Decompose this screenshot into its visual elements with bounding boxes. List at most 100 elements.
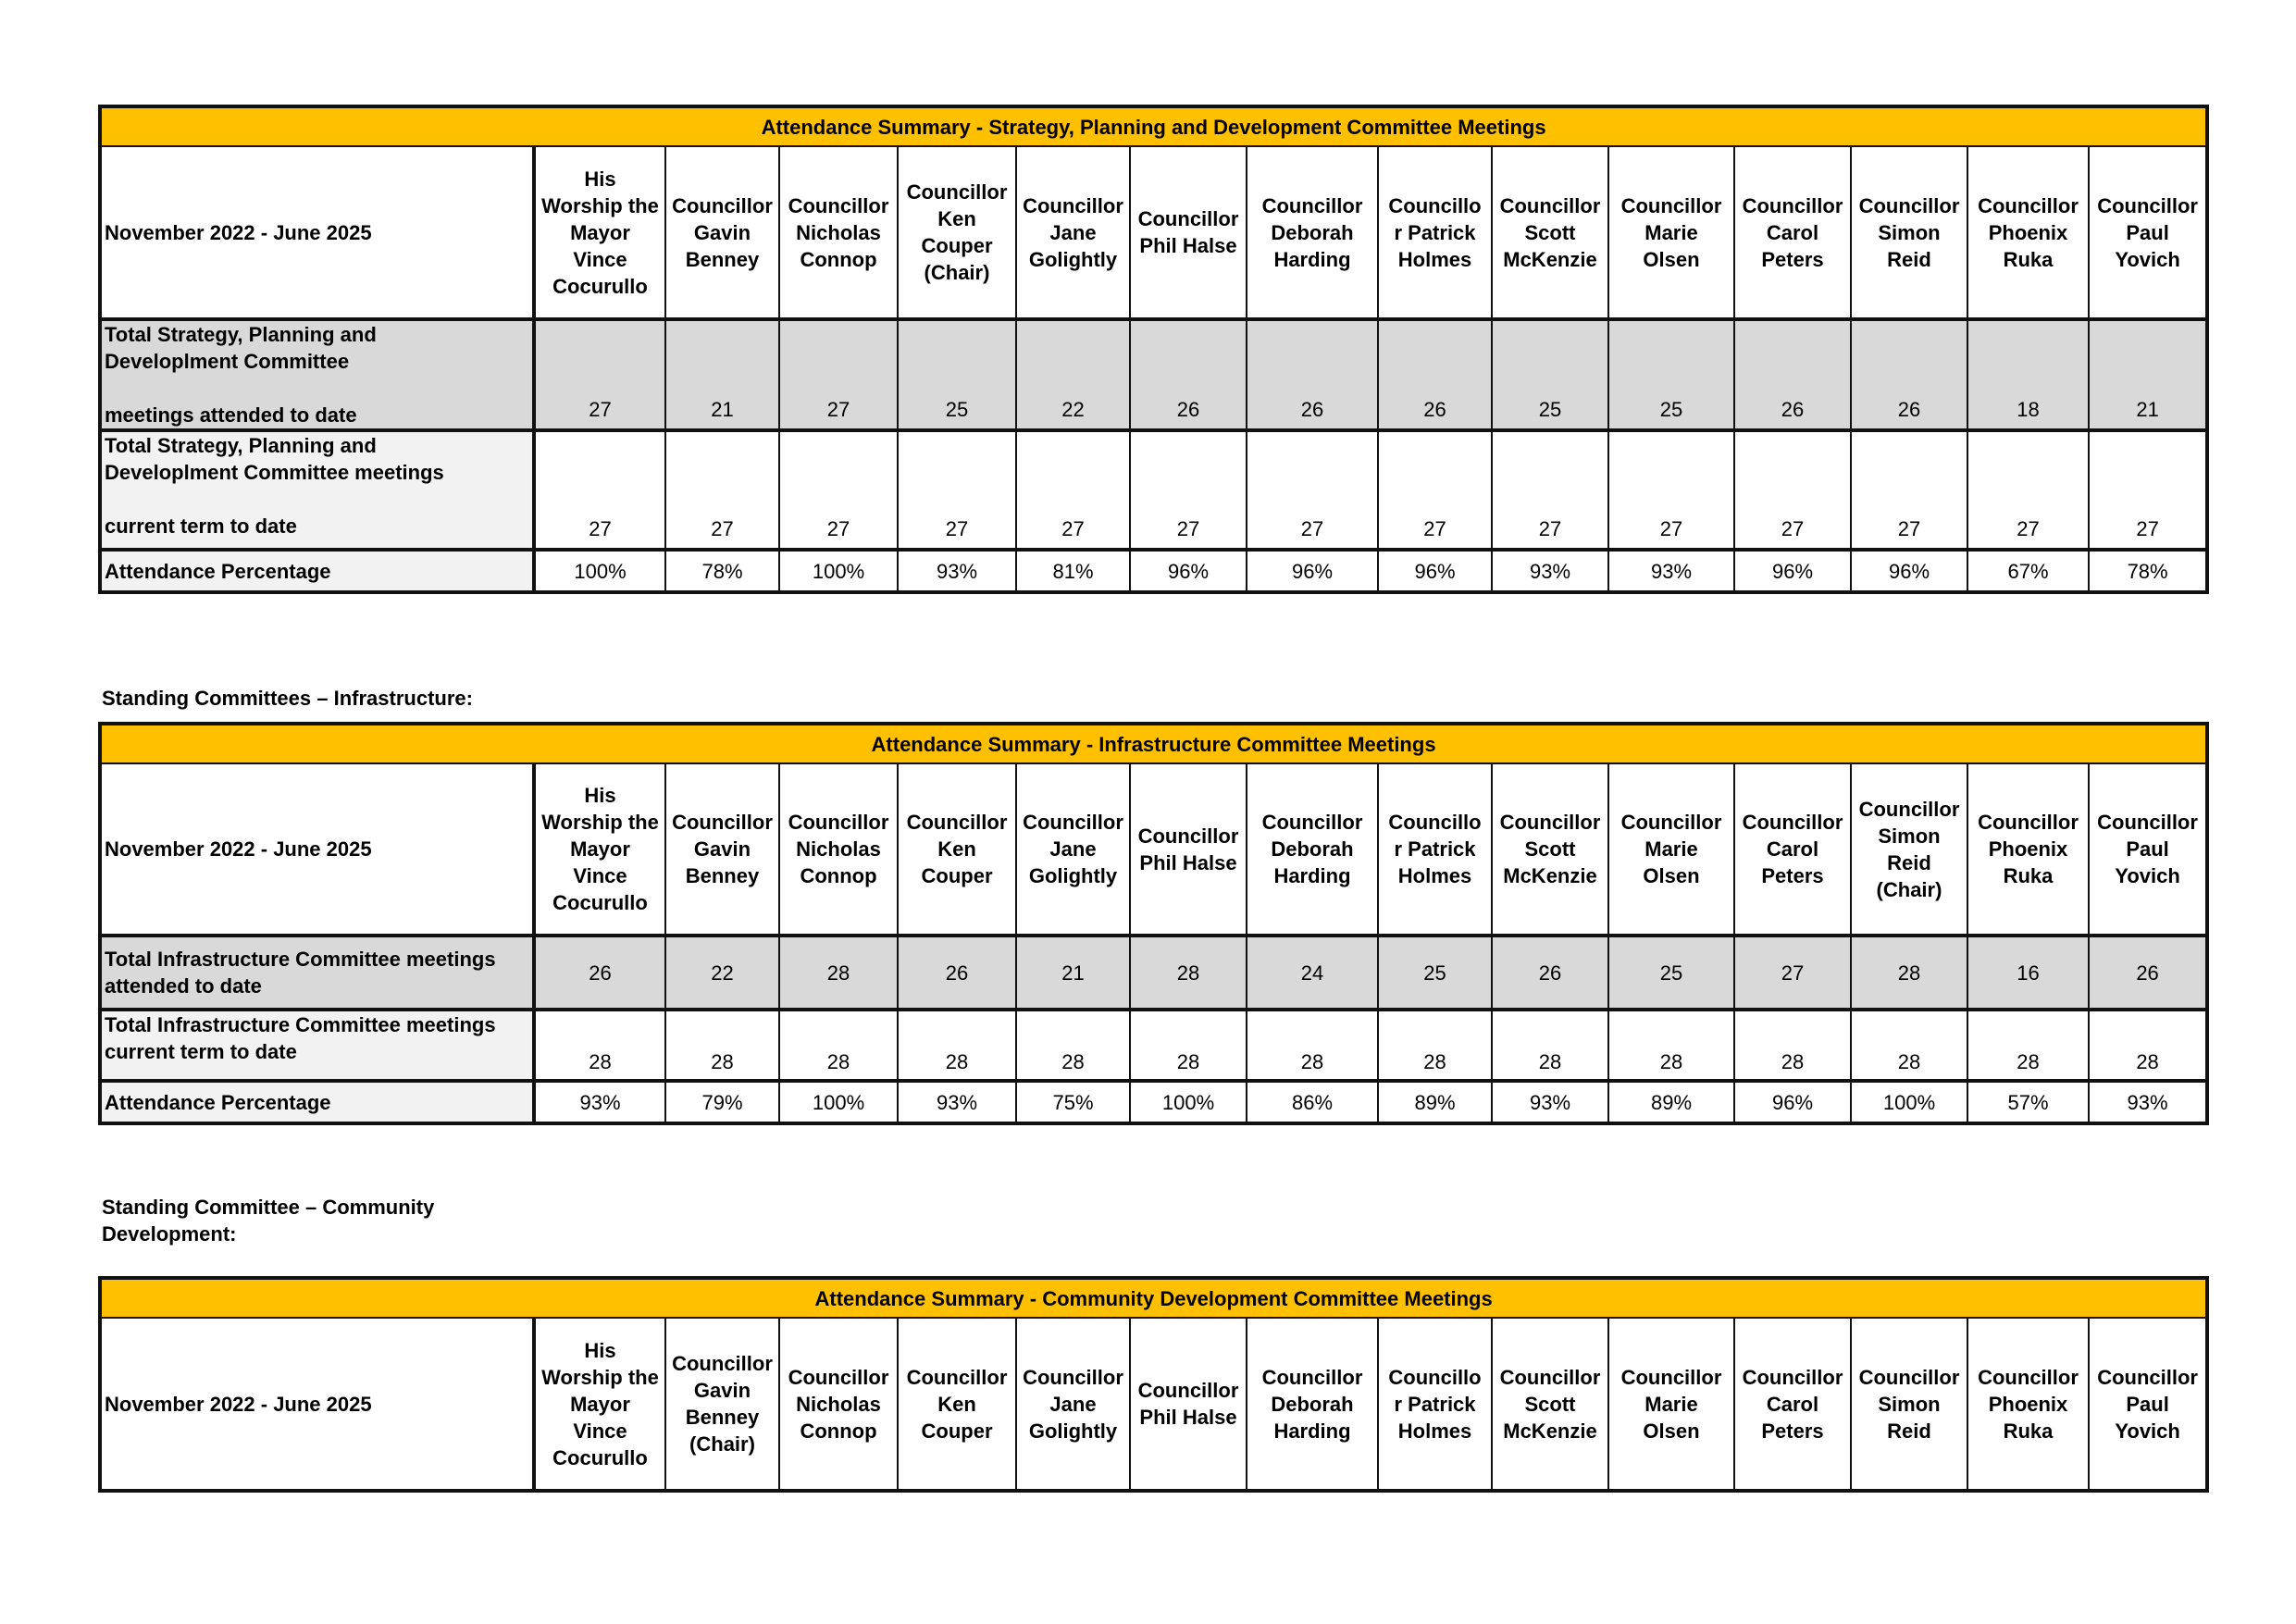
section-heading-line: Development: [102,1222,237,1246]
value-cell: 27 [1607,428,1735,551]
councillor-name-line: (Chair) [924,261,990,284]
councillor-name-line: Councillor [1620,193,1722,217]
attendance-table: Attendance Summary - Strategy, Planning … [98,105,2210,594]
councillor-header: Councillor Gavin Benney [664,762,780,936]
title-row: Attendance Summary - Infrastructure Comm… [98,723,2209,764]
councillor-name-line: Carol [1766,837,1819,861]
councillor-name-line: Councillor [1499,193,1601,217]
councillor-name-line: Councillo [1388,811,1482,834]
row-label: Attendance Percentage [99,1079,536,1124]
value-cell: 57% [1967,1079,2090,1124]
value-cell: 79% [664,1079,780,1124]
councillor-name-line: Mayor [570,1392,630,1416]
value-cell: 28 [1377,1008,1493,1082]
value-cell: 93% [1491,548,1609,593]
header-row: November 2022 - June 2025 His Worship the M… [99,145,2209,320]
value-cell: 100% [1850,1079,1968,1124]
councillor-name-line: Jane [1049,1392,1097,1416]
councillor-name-line: (Chair) [689,1432,755,1456]
value-cell: 28 [2087,1008,2209,1082]
councillor-name-line: His [584,784,616,807]
value-cell: 18 [1967,317,2090,431]
councillor-name-line: Ken [937,837,976,861]
councillor-header: Councillor Jane Golightly [1015,1317,1131,1492]
councillor-name-line: Reid [1887,247,1931,271]
councillor-name-line: Councillor [906,1365,1008,1389]
councillor-name-line: Paul [2126,1392,2169,1416]
councillor-name-line: r Patrick [1394,837,1476,861]
councillor-name-line: Phoenix [1988,1392,2068,1416]
value-cell: 93% [1491,1079,1609,1124]
councillor-name-line: Councillor [906,811,1008,834]
councillor-name-line: Gavin [693,1379,751,1402]
value-cell: 26 [1129,317,1247,431]
councillor-name-line: Councillor [1620,811,1722,834]
councillor-name-line: Olsen [1643,247,1700,271]
councillor-name-line: Couper [921,234,993,257]
councillor-name-line: Deborah [1271,837,1354,861]
table-row: Total Strategy, Planning and Developlment… [99,428,2209,551]
councillor-header: Councillor Scott McKenzie [1491,1317,1609,1492]
councillor-header: Councillor Marie Olsen [1607,145,1735,320]
councillor-name-line: Councillor [906,180,1008,204]
title-row: Attendance Summary - Community Developme… [98,1277,2209,1319]
councillor-name-line: Councillor [1137,824,1239,848]
section-heading: Standing Committee – Community Developmen… [102,1194,490,1247]
councillor-header: Councillor Simon Reid [1850,145,1968,320]
councillor-name-line: His [584,1338,616,1362]
councillor-header: Councillor Phil Halse [1129,1317,1247,1492]
councillor-name-line: Councillo [1388,1365,1482,1389]
councillor-header: His Worship the Mayor Vince Cocurullo [533,1317,666,1492]
councillor-name-line: His [584,167,616,191]
value-cell: 27 [778,317,899,431]
councillor-name-line: Holmes [1397,1419,1472,1443]
councillor-header: Councillor Nicholas Connop [778,762,899,936]
row-label-line [105,486,529,513]
value-cell: 28 [1129,1008,1247,1082]
value-cell: 26 [1491,934,1609,1010]
row-label-line: Attendance Percentage [105,559,331,583]
value-cell: 21 [664,317,780,431]
value-cell: 27 [778,428,899,551]
councillor-name-line: Councillor [2097,193,2198,217]
councillor-name-line: McKenzie [1503,247,1597,271]
value-cell: 100% [533,548,666,593]
councillor-name-line: McKenzie [1503,864,1597,887]
value-cell: 27 [1850,428,1968,551]
value-cell: 21 [1015,934,1131,1010]
councillor-name-line: Councillor [2097,811,2198,834]
table-row: Total Strategy, Planning and Developlment… [99,317,2209,431]
value-cell: 25 [1491,317,1609,431]
value-cell: 21 [2087,317,2209,431]
councillor-header: Councillor Marie Olsen [1607,762,1735,936]
councillor-name-line: Deborah [1271,1392,1354,1416]
councillor-header: Councillor Gavin Benney [664,145,780,320]
councillor-name-line: Couper [921,864,993,887]
councillor-name-line: Olsen [1643,1419,1700,1443]
value-cell: 75% [1015,1079,1131,1124]
councillor-name-line: Ruka [2003,864,2054,887]
councillor-name-line: Scott [1524,220,1576,244]
value-cell: 24 [1246,934,1379,1010]
councillor-name-line: Peters [1761,247,1824,271]
councillor-name-line: Councillor [788,1365,889,1389]
value-cell: 89% [1377,1079,1493,1124]
councillor-name-line: r Patrick [1394,220,1476,244]
value-cell: 27 [1129,428,1247,551]
councillor-name-line: Phil Halse [1139,1406,1237,1429]
councillor-name-line: Benney [685,864,760,887]
councillor-name-line: Councillor [1858,193,1960,217]
value-cell: 78% [664,548,780,593]
councillor-name-line: Harding [1273,1419,1351,1443]
value-cell: 27 [1491,428,1609,551]
row-label: Total Strategy, Planning and Developlment… [99,317,536,431]
councillor-name-line: Phoenix [1988,837,2068,861]
councillor-name-line: Worship the [541,1365,659,1389]
header-row: November 2022 - June 2025 His Worship the M… [99,762,2209,936]
value-cell: 27 [897,428,1017,551]
row-label-line: Total Strategy, Planning and [105,323,377,346]
councillor-name-line: Cocurullo [552,1445,648,1469]
councillor-name-line: Councillor [1137,207,1239,230]
value-cell: 93% [1607,548,1735,593]
value-cell: 28 [533,1008,666,1082]
